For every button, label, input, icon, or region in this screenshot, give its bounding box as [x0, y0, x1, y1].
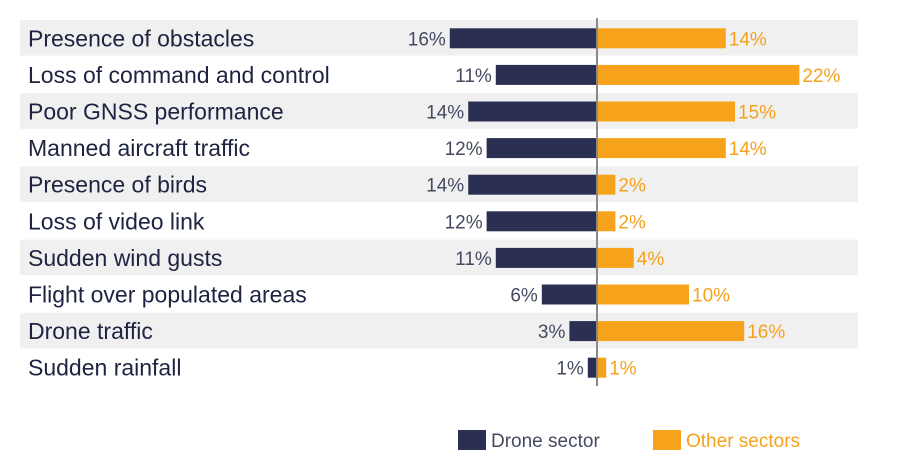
value-label-other-sectors-manned-aircraft-traffic: 14% [729, 139, 767, 160]
bars [449, 28, 800, 378]
bar-other-sectors-sudden-rainfall [597, 357, 607, 378]
value-label-drone-sector-flight-over-populated-areas: 6% [510, 286, 538, 307]
value-label-other-sectors-sudden-wind-gusts: 4% [637, 249, 665, 270]
bar-other-sectors-manned-aircraft-traffic [597, 138, 726, 159]
value-label-drone-sector-loss-of-video-link: 12% [445, 212, 483, 233]
bar-other-sectors-loss-of-command-and-control [597, 64, 800, 85]
bar-other-sectors-poor-gnss-performance [597, 101, 735, 122]
category-label-poor-gnss-performance: Poor GNSS performance [28, 99, 284, 125]
labels: Presence of obstacles 16% 14% Loss of comma… [28, 25, 841, 380]
category-label-loss-of-command-and-control: Loss of command and control [28, 62, 330, 88]
bar-other-sectors-presence-of-obstacles [597, 28, 726, 49]
value-label-other-sectors-loss-of-video-link: 2% [618, 212, 646, 233]
value-label-drone-sector-presence-of-birds: 14% [426, 176, 464, 197]
legend-label-drone-sector: Drone sector [491, 431, 600, 452]
bar-other-sectors-flight-over-populated-areas [597, 284, 689, 305]
value-label-other-sectors-sudden-rainfall: 1% [609, 359, 637, 380]
bar-drone-sector-presence-of-obstacles [449, 28, 597, 49]
value-label-other-sectors-presence-of-obstacles: 14% [729, 29, 767, 50]
value-label-drone-sector-sudden-rainfall: 1% [556, 359, 584, 380]
value-label-other-sectors-flight-over-populated-areas: 10% [692, 286, 730, 307]
bar-drone-sector-presence-of-birds [468, 174, 597, 195]
category-label-presence-of-birds: Presence of birds [28, 172, 207, 198]
bar-drone-sector-loss-of-video-link [486, 211, 597, 232]
bar-drone-sector-loss-of-command-and-control [495, 64, 597, 85]
legend: Drone sector Other sectors [458, 430, 800, 452]
value-label-other-sectors-poor-gnss-performance: 15% [738, 103, 776, 124]
bar-drone-sector-poor-gnss-performance [468, 101, 597, 122]
bar-drone-sector-drone-traffic [569, 321, 597, 342]
bar-drone-sector-flight-over-populated-areas [541, 284, 597, 305]
value-label-other-sectors-drone-traffic: 16% [747, 322, 785, 343]
value-label-drone-sector-manned-aircraft-traffic: 12% [445, 139, 483, 160]
category-label-presence-of-obstacles: Presence of obstacles [28, 25, 254, 51]
category-label-loss-of-video-link: Loss of video link [28, 208, 205, 234]
value-label-other-sectors-presence-of-birds: 2% [618, 176, 646, 197]
bar-drone-sector-manned-aircraft-traffic [486, 138, 597, 159]
value-label-drone-sector-poor-gnss-performance: 14% [426, 103, 464, 124]
value-label-other-sectors-loss-of-command-and-control: 22% [802, 66, 840, 87]
category-label-sudden-rainfall: Sudden rainfall [28, 355, 181, 381]
category-label-drone-traffic: Drone traffic [28, 318, 153, 344]
category-label-manned-aircraft-traffic: Manned aircraft traffic [28, 135, 250, 161]
value-label-drone-sector-drone-traffic: 3% [538, 322, 566, 343]
legend-swatch-other-sectors [653, 430, 681, 450]
bar-other-sectors-drone-traffic [597, 321, 745, 342]
category-label-flight-over-populated-areas: Flight over populated areas [28, 282, 307, 308]
bar-drone-sector-sudden-rainfall [587, 357, 597, 378]
row-band-presence-of-birds [20, 166, 858, 202]
value-label-drone-sector-sudden-wind-gusts: 11% [455, 249, 492, 270]
bar-other-sectors-presence-of-birds [597, 174, 616, 195]
row-band-sudden-wind-gusts [20, 239, 858, 276]
legend-swatch-drone-sector [458, 430, 486, 450]
bar-drone-sector-sudden-wind-gusts [495, 247, 597, 268]
bar-other-sectors-loss-of-video-link [597, 211, 616, 232]
value-label-drone-sector-loss-of-command-and-control: 11% [455, 66, 492, 87]
bar-other-sectors-sudden-wind-gusts [597, 247, 634, 268]
value-label-drone-sector-presence-of-obstacles: 16% [408, 29, 446, 50]
category-label-sudden-wind-gusts: Sudden wind gusts [28, 245, 222, 271]
legend-label-other-sectors: Other sectors [686, 431, 800, 452]
